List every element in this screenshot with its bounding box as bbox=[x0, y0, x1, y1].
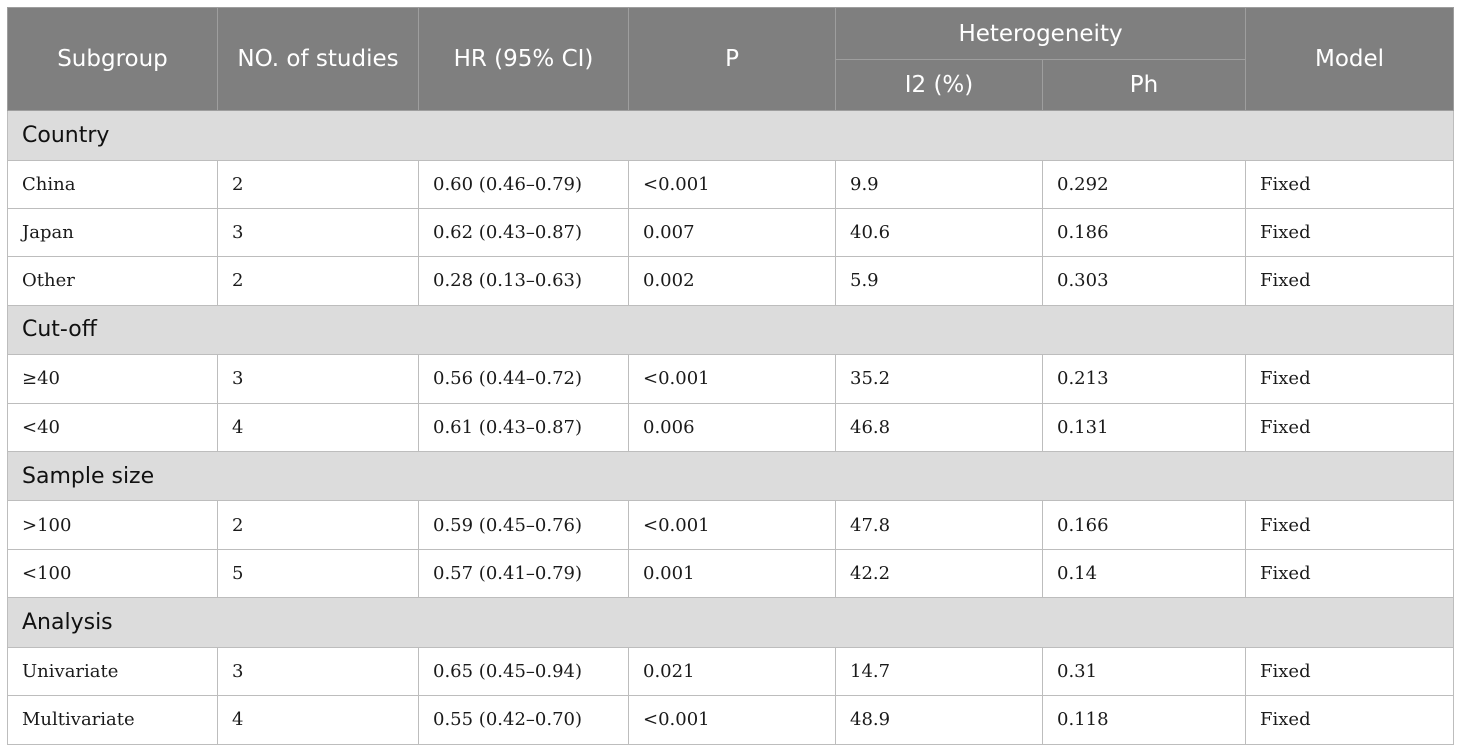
cell-subgroup: Multivariate bbox=[7, 695, 218, 745]
cell-subgroup: China bbox=[7, 159, 218, 209]
cell-subgroup: <100 bbox=[7, 548, 218, 599]
header-row-top: Subgroup NO. of studies HR (95% CI) P He… bbox=[7, 7, 1455, 111]
table-row: Japan 3 0.62 (0.43–0.87) 0.007 40.6 0.186 Fixe… bbox=[7, 207, 1455, 258]
cell-studies: 2 bbox=[217, 159, 419, 209]
cell-studies: 4 bbox=[217, 402, 419, 452]
cell-studies: 3 bbox=[217, 354, 419, 404]
cell-model: Fixed bbox=[1245, 500, 1455, 550]
subgroup-analysis-table-container: Subgroup NO. of studies HR (95% CI) P He… bbox=[6, 7, 1455, 745]
cell-model: Fixed bbox=[1245, 354, 1455, 404]
cell-ph: 0.118 bbox=[1041, 695, 1247, 745]
group-label: Sample size bbox=[6, 450, 1455, 502]
cell-model: Fixed bbox=[1245, 695, 1455, 745]
cell-p: 0.006 bbox=[628, 402, 836, 452]
cell-model: Fixed bbox=[1245, 159, 1455, 209]
cell-subgroup: >100 bbox=[7, 500, 218, 550]
header-hr: HR (95% CI) bbox=[418, 7, 629, 111]
group-label: Analysis bbox=[6, 597, 1455, 648]
cell-i2: 35.2 bbox=[835, 354, 1043, 404]
table-row: <40 4 0.61 (0.43–0.87) 0.006 46.8 0.131 Fixed bbox=[7, 402, 1455, 452]
cell-studies: 5 bbox=[217, 548, 419, 599]
header-studies: NO. of studies bbox=[217, 7, 419, 111]
cell-model: Fixed bbox=[1245, 256, 1455, 306]
table-row: China 2 0.60 (0.46–0.79) <0.001 9.9 0.292 Fixe… bbox=[7, 159, 1455, 209]
cell-p: 0.001 bbox=[628, 548, 836, 599]
cell-hr: 0.28 (0.13–0.63) bbox=[418, 256, 629, 306]
header-subgroup: Subgroup bbox=[7, 7, 218, 111]
header-ph: Ph bbox=[1041, 59, 1247, 111]
cell-studies: 4 bbox=[217, 695, 419, 745]
cell-i2: 14.7 bbox=[835, 646, 1043, 697]
cell-model: Fixed bbox=[1245, 207, 1455, 258]
cell-i2: 5.9 bbox=[835, 256, 1043, 306]
cell-ph: 0.14 bbox=[1041, 548, 1247, 599]
cell-hr: 0.56 (0.44–0.72) bbox=[418, 354, 629, 404]
cell-i2: 46.8 bbox=[835, 402, 1043, 452]
table-row: Univariate 3 0.65 (0.45–0.94) 0.021 14.7 0.31… bbox=[7, 646, 1455, 697]
cell-hr: 0.61 (0.43–0.87) bbox=[418, 402, 629, 452]
cell-hr: 0.55 (0.42–0.70) bbox=[418, 695, 629, 745]
cell-ph: 0.186 bbox=[1041, 207, 1247, 258]
cell-hr: 0.57 (0.41–0.79) bbox=[418, 548, 629, 599]
cell-p: 0.007 bbox=[628, 207, 836, 258]
subgroup-analysis-table: Subgroup NO. of studies HR (95% CI) P He… bbox=[6, 7, 1455, 745]
group-header-row: Cut-off bbox=[6, 304, 1455, 356]
table-row: ≥40 3 0.56 (0.44–0.72) <0.001 35.2 0.213 Fixed bbox=[7, 354, 1455, 404]
table-row: Other 2 0.28 (0.13–0.63) 0.002 5.9 0.303 Fixed bbox=[7, 256, 1455, 306]
group-label: Cut-off bbox=[6, 304, 1455, 356]
table-row: Multivariate 4 0.55 (0.42–0.70) <0.001 48.9 0… bbox=[7, 695, 1455, 745]
cell-studies: 3 bbox=[217, 646, 419, 697]
cell-p: 0.021 bbox=[628, 646, 836, 697]
header-p: P bbox=[628, 7, 836, 111]
header-model: Model bbox=[1245, 7, 1455, 111]
cell-subgroup: ≥40 bbox=[7, 354, 218, 404]
group-header-row: Analysis bbox=[6, 597, 1455, 648]
cell-ph: 0.166 bbox=[1041, 500, 1247, 550]
group-header-row: Country bbox=[6, 110, 1455, 161]
cell-model: Fixed bbox=[1245, 548, 1455, 599]
cell-subgroup: Univariate bbox=[7, 646, 218, 697]
cell-subgroup: Japan bbox=[7, 207, 218, 258]
header-i2: I2 (%) bbox=[835, 59, 1043, 111]
cell-p: 0.002 bbox=[628, 256, 836, 306]
header-heterogeneity: Heterogeneity bbox=[834, 7, 1247, 60]
cell-studies: 3 bbox=[217, 207, 419, 258]
cell-model: Fixed bbox=[1245, 402, 1455, 452]
cell-p: <0.001 bbox=[628, 159, 836, 209]
cell-i2: 40.6 bbox=[835, 207, 1043, 258]
table-body: Country China 2 0.60 (0.46–0.79) <0.001 9.9 0.… bbox=[6, 110, 1455, 745]
cell-ph: 0.131 bbox=[1041, 402, 1247, 452]
cell-hr: 0.60 (0.46–0.79) bbox=[418, 159, 629, 209]
header-row-sub: I2 (%) Ph bbox=[8, 59, 1454, 111]
cell-ph: 0.31 bbox=[1041, 646, 1247, 697]
cell-subgroup: Other bbox=[7, 256, 218, 306]
cell-i2: 47.8 bbox=[835, 500, 1043, 550]
table-row: <100 5 0.57 (0.41–0.79) 0.001 42.2 0.14 Fixed bbox=[7, 548, 1455, 599]
cell-p: <0.001 bbox=[628, 500, 836, 550]
cell-p: <0.001 bbox=[628, 354, 836, 404]
cell-studies: 2 bbox=[217, 500, 419, 550]
cell-ph: 0.292 bbox=[1041, 159, 1247, 209]
table-header: Subgroup NO. of studies HR (95% CI) P He… bbox=[7, 7, 1455, 111]
cell-ph: 0.303 bbox=[1041, 256, 1247, 306]
table-row: >100 2 0.59 (0.45–0.76) <0.001 47.8 0.166 Fixe… bbox=[7, 500, 1455, 550]
cell-i2: 9.9 bbox=[835, 159, 1043, 209]
cell-subgroup: <40 bbox=[7, 402, 218, 452]
cell-ph: 0.213 bbox=[1041, 354, 1247, 404]
cell-model: Fixed bbox=[1245, 646, 1455, 697]
cell-hr: 0.65 (0.45–0.94) bbox=[418, 646, 629, 697]
group-label: Country bbox=[6, 110, 1455, 161]
cell-studies: 2 bbox=[217, 256, 419, 306]
cell-i2: 48.9 bbox=[835, 695, 1043, 745]
cell-i2: 42.2 bbox=[835, 548, 1043, 599]
cell-hr: 0.59 (0.45–0.76) bbox=[418, 500, 629, 550]
cell-hr: 0.62 (0.43–0.87) bbox=[418, 207, 629, 258]
group-header-row: Sample size bbox=[6, 450, 1455, 502]
cell-p: <0.001 bbox=[628, 695, 836, 745]
